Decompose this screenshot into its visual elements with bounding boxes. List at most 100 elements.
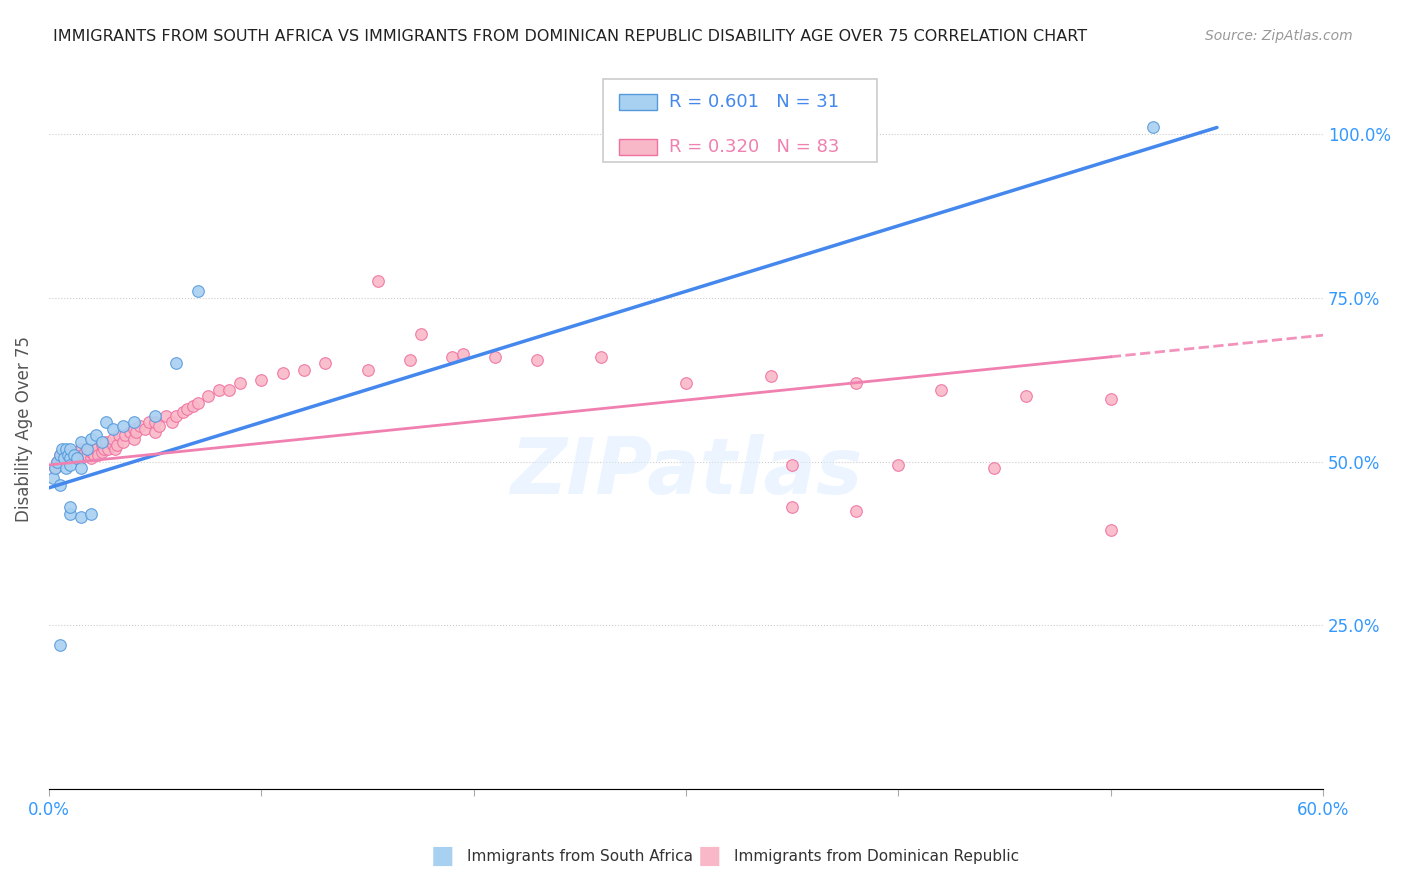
Point (218, 383, 240, 397)
Point (125, 425, 148, 439)
Point (929, 383, 952, 397)
Point (845, 504, 868, 518)
Point (183, 399, 205, 413)
Point (69, 451, 91, 466)
Text: R = 0.320   N = 83: R = 0.320 N = 83 (669, 138, 839, 156)
Point (91, 445, 114, 459)
Point (675, 376, 697, 390)
Point (84, 442, 107, 456)
Point (122, 415, 145, 429)
Text: R = 0.601   N = 31: R = 0.601 N = 31 (669, 93, 839, 111)
Point (65, 448, 87, 462)
Point (176, 402, 198, 417)
Point (122, 422, 145, 436)
Point (138, 415, 160, 429)
Point (52, 448, 75, 462)
Point (1099, 392, 1122, 407)
Point (484, 350, 506, 364)
Point (292, 363, 315, 377)
Point (48, 448, 70, 462)
Text: ■: ■ (699, 845, 721, 868)
Point (143, 425, 166, 439)
Point (451, 346, 474, 360)
Point (101, 432, 124, 446)
Point (93, 442, 115, 456)
Point (229, 376, 252, 390)
Point (59, 451, 82, 466)
Point (155, 409, 177, 423)
Point (633, 134, 655, 148)
Point (76, 448, 98, 462)
Point (69, 442, 91, 456)
Point (983, 461, 1005, 475)
Point (526, 353, 548, 368)
Point (97, 442, 120, 456)
Text: ZIPatlas: ZIPatlas (510, 434, 862, 510)
Point (129, 418, 152, 433)
Point (56, 448, 79, 462)
Point (165, 356, 187, 370)
Point (48, 451, 70, 466)
Text: Immigrants from Dominican Republic: Immigrants from Dominican Republic (734, 849, 1019, 863)
Point (80, 451, 103, 466)
Point (780, 500, 803, 515)
Bar (619, 139, 657, 155)
Point (48, 638, 70, 652)
Point (143, 409, 166, 423)
Point (44, 461, 66, 475)
Point (46, 455, 69, 469)
Point (134, 422, 156, 436)
Point (42, 471, 65, 485)
Point (91, 438, 114, 452)
Point (148, 418, 170, 433)
Point (1142, 120, 1164, 135)
Point (165, 409, 187, 423)
Point (69, 461, 91, 475)
Point (108, 428, 131, 442)
Point (56, 448, 79, 462)
Text: ■: ■ (432, 845, 454, 868)
Point (59, 442, 82, 456)
Point (48, 448, 70, 462)
Text: Immigrants from South Africa: Immigrants from South Africa (467, 849, 693, 863)
FancyBboxPatch shape (603, 79, 877, 162)
Point (271, 366, 294, 380)
Point (399, 353, 422, 368)
Point (69, 510, 91, 524)
Point (356, 363, 378, 377)
Point (250, 373, 273, 387)
Point (59, 445, 82, 459)
Point (114, 428, 136, 442)
Point (105, 438, 128, 452)
Point (76, 442, 98, 456)
Point (172, 405, 194, 419)
Point (118, 425, 141, 439)
Point (55, 451, 77, 466)
Point (67, 445, 90, 459)
Point (84, 428, 107, 442)
Point (187, 395, 209, 409)
Point (87, 448, 110, 462)
Point (75, 445, 97, 459)
Point (143, 415, 166, 429)
Point (367, 275, 389, 289)
Point (591, 350, 613, 364)
Y-axis label: Disability Age Over 75: Disability Age Over 75 (15, 336, 32, 522)
Point (63, 448, 86, 462)
Point (112, 418, 135, 433)
Point (80, 432, 103, 446)
Point (197, 389, 219, 403)
Point (69, 434, 91, 449)
Point (63, 451, 86, 466)
Point (51, 442, 73, 456)
Text: IMMIGRANTS FROM SOUTH AFRICA VS IMMIGRANTS FROM DOMINICAN REPUBLIC DISABILITY AG: IMMIGRANTS FROM SOUTH AFRICA VS IMMIGRAN… (53, 29, 1088, 44)
Point (59, 507, 82, 521)
Point (160, 415, 183, 429)
Point (845, 376, 868, 390)
Point (80, 445, 103, 459)
Point (101, 438, 124, 452)
Point (55, 442, 77, 456)
Point (780, 458, 803, 472)
Point (759, 369, 782, 384)
Point (80, 507, 103, 521)
